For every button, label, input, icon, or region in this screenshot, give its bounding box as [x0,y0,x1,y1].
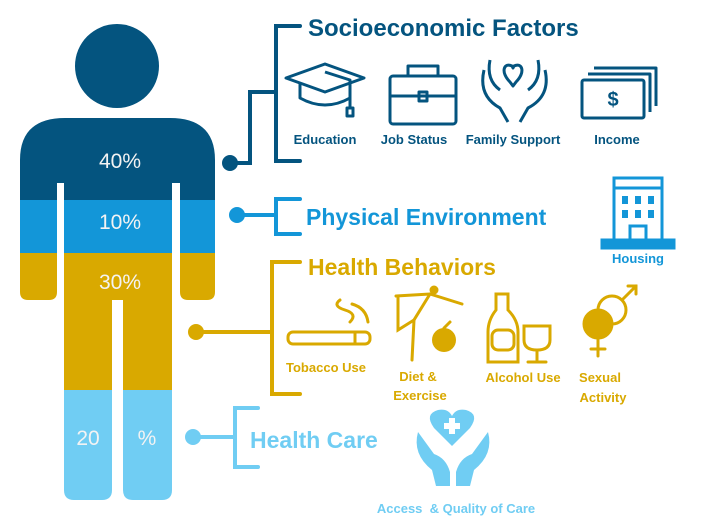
family-support-label: Family Support [466,132,561,147]
tobacco-use-label: Tobacco Use [286,360,366,375]
physical-title: Physical Environment [306,204,547,230]
care-connector [191,406,260,469]
sexual-activity-label-line1: Sexual [579,370,621,385]
socio-title: Socioeconomic Factors [308,15,579,42]
hands-heart-cross-icon [416,409,490,486]
briefcase-icon [388,64,458,126]
graduation-cap-icon [284,62,366,118]
building-icon [600,176,676,250]
socio-connector-dot [222,155,238,171]
behaviors-percent: 30% [99,271,141,294]
cigarette-icon [286,298,372,346]
exercise-apple-icon [394,285,464,362]
sexual-activity-label-line2: Activity [580,390,628,405]
person-figure [20,24,215,500]
gender-rings-icon [582,284,638,358]
dollar-sign-icon: $ [607,89,618,111]
behaviors-connector-dot [188,324,204,340]
care-connector-dot [185,429,201,445]
physical-connector-dot [229,207,245,223]
alcohol-use-label: Alcohol Use [485,370,560,385]
job-status-label: Job Status [381,132,447,147]
band-physical [20,200,215,253]
access-quality-label: Access & Quality of Care [377,501,535,516]
bottle-glass-icon [486,292,552,364]
housing-label: Housing [612,251,664,266]
care-percent-number: 20 [76,427,99,450]
physical-percent: 10% [99,211,141,234]
education-label: Education [294,132,357,147]
income-label: Income [594,132,640,147]
diet-exercise-label-line2: Exercise [393,388,447,403]
care-title: Health Care [250,427,378,453]
socio-connector [228,24,302,165]
band-care [20,390,215,500]
physical-connector [235,197,302,236]
diet-exercise-label-line1: Diet & [399,369,437,384]
behaviors-connector [194,260,302,396]
behaviors-title: Health Behaviors [308,254,496,280]
socio-percent: 40% [99,150,141,173]
hands-heart-icon [481,59,548,123]
money-icon [580,66,658,120]
care-percent-sign: % [138,427,157,450]
